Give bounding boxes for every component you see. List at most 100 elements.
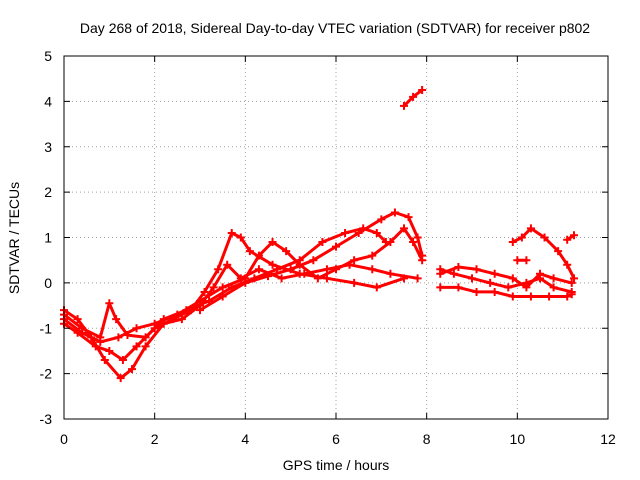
axis-ticks xyxy=(63,55,609,420)
data-point xyxy=(540,233,549,242)
data-point xyxy=(368,265,377,274)
series-track-3 xyxy=(60,224,390,342)
data-point xyxy=(526,224,535,233)
y-axis-label: SDTVAR / TECUs xyxy=(6,182,22,294)
data-point xyxy=(73,315,82,324)
data-point xyxy=(313,274,322,283)
data-point xyxy=(436,269,445,278)
data-point xyxy=(508,274,517,283)
data-point xyxy=(386,269,395,278)
x-tick-label: 6 xyxy=(332,431,340,447)
data-point xyxy=(150,319,159,328)
x-axis-label: GPS time / hours xyxy=(283,457,390,473)
data-point xyxy=(468,274,476,283)
data-point xyxy=(522,283,531,292)
y-tick-label: 0 xyxy=(44,275,52,291)
series-band xyxy=(198,211,424,312)
series-band xyxy=(62,231,406,362)
data-point xyxy=(112,315,121,324)
data-point xyxy=(409,238,418,247)
data-point xyxy=(400,224,408,233)
data-point xyxy=(200,287,209,296)
data-point xyxy=(563,235,572,244)
data-point xyxy=(309,256,318,265)
data-point xyxy=(116,374,125,383)
chart-title: Day 268 of 2018, Sidereal Day-to-day VTE… xyxy=(80,20,590,36)
data-point xyxy=(400,101,408,110)
data-point xyxy=(282,247,291,256)
data-point xyxy=(508,292,517,301)
data-point xyxy=(114,333,123,342)
data-point xyxy=(223,260,232,269)
y-tick-label: 4 xyxy=(44,93,52,109)
data-point xyxy=(386,238,395,247)
series-track-10 xyxy=(508,224,578,283)
data-point xyxy=(218,283,227,292)
data-point xyxy=(454,262,463,271)
data-point xyxy=(268,238,277,247)
data-point xyxy=(105,346,114,355)
data-point xyxy=(413,233,422,242)
data-point xyxy=(454,283,463,292)
series-track-12 xyxy=(563,231,578,244)
data-point xyxy=(517,233,526,242)
y-tick-label: -1 xyxy=(40,320,53,336)
data-point xyxy=(436,283,445,292)
data-point xyxy=(508,238,517,247)
data-point xyxy=(196,306,204,315)
data-point xyxy=(472,265,481,274)
y-tick-label: 2 xyxy=(44,184,52,200)
data-point xyxy=(254,251,263,260)
data-point xyxy=(295,269,304,278)
data-point xyxy=(132,324,141,333)
data-point xyxy=(513,256,522,265)
data-point xyxy=(91,342,100,351)
series-track-5 xyxy=(196,208,427,315)
data-point xyxy=(105,299,114,308)
data-point xyxy=(241,278,250,287)
data-point xyxy=(490,287,499,296)
data-point xyxy=(549,274,558,283)
data-point xyxy=(286,265,295,274)
data-point xyxy=(141,333,150,342)
data-point xyxy=(404,213,413,222)
data-point xyxy=(100,356,109,365)
data-point xyxy=(536,269,544,278)
data-point xyxy=(409,92,418,101)
data-point xyxy=(209,283,218,292)
data-point xyxy=(545,292,554,301)
x-tick-label: 8 xyxy=(423,431,431,447)
data-point xyxy=(141,342,150,351)
data-point xyxy=(549,283,558,292)
data-point xyxy=(214,265,223,274)
x-tick-label: 0 xyxy=(60,431,68,447)
data-point xyxy=(318,238,327,247)
data-point xyxy=(413,274,422,283)
y-tick-label: -3 xyxy=(40,411,53,427)
data-point xyxy=(332,242,340,251)
series-track-8 xyxy=(436,283,576,301)
data-point xyxy=(128,365,136,374)
data-point xyxy=(567,290,576,299)
data-point xyxy=(322,274,331,283)
data-point xyxy=(570,231,578,240)
data-point xyxy=(418,86,427,95)
data-point xyxy=(368,251,377,260)
data-point xyxy=(236,233,245,242)
data-point xyxy=(449,269,458,278)
data-point xyxy=(341,228,350,237)
data-point xyxy=(350,278,359,287)
series-track-11 xyxy=(513,256,531,265)
data-point xyxy=(522,256,531,265)
grid xyxy=(64,56,608,419)
series-track-4 xyxy=(60,224,427,346)
y-tick-label: 3 xyxy=(44,139,52,155)
data-point xyxy=(254,265,263,274)
data-point xyxy=(526,292,535,301)
data-point xyxy=(570,274,578,283)
data-point xyxy=(177,315,186,324)
data-point xyxy=(218,292,227,301)
data-point xyxy=(78,328,87,337)
